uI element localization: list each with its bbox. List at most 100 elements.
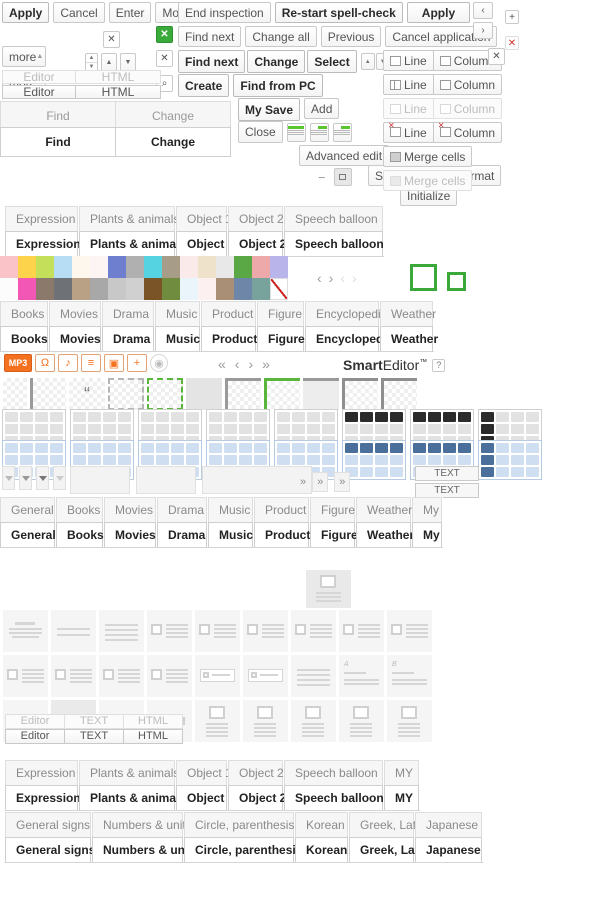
change-all-button[interactable]: Change all	[245, 26, 317, 47]
layout-thumb-text-two-line[interactable]	[51, 610, 96, 652]
next-arrow-button[interactable]: ›	[473, 22, 493, 39]
no-pattern-swatch[interactable]	[270, 278, 288, 300]
add-icon[interactable]: +	[127, 354, 147, 372]
pattern-swatch[interactable]	[36, 256, 54, 278]
tab-figure[interactable]: Figure	[310, 497, 355, 522]
tab-weather[interactable]: Weather	[356, 497, 412, 522]
cancel-button[interactable]: Cancel	[53, 2, 105, 23]
tab-html[interactable]: HTML	[75, 85, 161, 99]
tab-my[interactable]: My	[412, 497, 442, 522]
value-stepper[interactable]: ▲ ▼	[85, 53, 98, 72]
pattern-swatch[interactable]	[18, 278, 36, 300]
frame-small[interactable]	[447, 272, 466, 291]
tab-general[interactable]: General	[0, 497, 55, 522]
delete-line-button[interactable]: ✕ Line	[383, 121, 434, 143]
find-next-button-2[interactable]: Find next	[178, 50, 246, 73]
select-button[interactable]: Select	[307, 50, 357, 73]
tab-product[interactable]: Product	[254, 522, 310, 547]
tab-product[interactable]: Product	[254, 497, 309, 522]
tab-object-1[interactable]: Object 1	[176, 231, 234, 256]
tab-movies[interactable]: Movies	[49, 301, 101, 326]
more-button-up[interactable]: more ▲	[2, 46, 46, 67]
tab-expression[interactable]: Expression	[5, 206, 78, 231]
pattern-swatch[interactable]	[54, 256, 72, 278]
tab-text[interactable]: TEXT	[64, 714, 124, 729]
tab-plants-animals[interactable]: Plants & animals	[79, 231, 186, 256]
find-from-pc-button[interactable]: Find from PC	[233, 74, 323, 97]
tab-figure[interactable]: Figure	[310, 522, 358, 547]
enter-button[interactable]: Enter	[108, 2, 152, 23]
pattern-swatch[interactable]	[0, 256, 18, 278]
border-left-line[interactable]	[30, 378, 66, 410]
pattern-swatch[interactable]	[144, 278, 162, 300]
text-button-1[interactable]: TEXT	[415, 466, 479, 481]
tab-text[interactable]: TEXT	[64, 729, 124, 744]
advanced-edit-button[interactable]: Advanced edit	[299, 145, 390, 166]
close-icon-3[interactable]: ✕	[488, 48, 505, 65]
cd-icon[interactable]: ◉	[150, 354, 168, 372]
pattern-swatch[interactable]	[162, 278, 180, 300]
layout-thumb-img-tiny-text[interactable]	[147, 655, 192, 697]
help-icon[interactable]: ?	[432, 358, 446, 372]
preview-box-1[interactable]	[70, 466, 130, 494]
tab-editor[interactable]: Editor	[5, 729, 65, 744]
tab-greek-latin[interactable]: Greek, Latin	[349, 812, 425, 837]
layout-thumb-img-left-text-3[interactable]	[3, 655, 48, 697]
pattern-swatch[interactable]	[270, 256, 288, 278]
tab-japanese[interactable]: Japanese	[415, 812, 482, 837]
prev-page-arrow[interactable]: ‹	[234, 356, 240, 372]
restart-spellcheck-button[interactable]: Re-start spell-check	[274, 2, 403, 23]
dropdown-2[interactable]	[19, 466, 32, 490]
tab-speech-balloon[interactable]: Speech balloon	[284, 206, 383, 231]
table-style-dark-header-blue[interactable]	[342, 440, 406, 480]
pattern-swatch[interactable]	[252, 256, 270, 278]
layout-thumb-img-top-text[interactable]	[195, 700, 240, 742]
tab-my[interactable]: MY	[384, 760, 419, 785]
border-none[interactable]	[3, 378, 27, 410]
tab-speech-balloon[interactable]: Speech balloon	[284, 785, 384, 810]
layout-thumb-label-b-text[interactable]: B	[387, 655, 432, 697]
layout-thumb-img-wide-text[interactable]	[291, 700, 336, 742]
pattern-swatch[interactable]	[126, 278, 144, 300]
pattern-swatch[interactable]	[36, 278, 54, 300]
playlist-icon[interactable]: ≡	[81, 354, 101, 372]
layout-thumb-dash-text[interactable]	[291, 655, 336, 697]
tab-plants-animals[interactable]: Plants & animals	[79, 760, 179, 785]
layout-thumb-img-card[interactable]	[339, 700, 384, 742]
tab-numbers-units[interactable]: Numbers & units	[92, 837, 199, 862]
tab-drama[interactable]: Drama	[102, 326, 154, 351]
pattern-swatch[interactable]	[144, 256, 162, 278]
border-dashed-green[interactable]	[147, 378, 183, 410]
pattern-swatch[interactable]	[126, 256, 144, 278]
tab-find[interactable]: Find	[0, 127, 116, 157]
split-column-button[interactable]: Column	[432, 74, 503, 95]
layout-thumb-box-text-line-2[interactable]	[243, 655, 288, 697]
layout-thumb-img-left-text[interactable]	[147, 610, 192, 652]
tab-drama[interactable]: Drama	[102, 301, 154, 326]
tab-korean[interactable]: Korean	[295, 837, 348, 862]
border-corner-green[interactable]	[264, 378, 300, 410]
pattern-swatch[interactable]	[198, 256, 216, 278]
sort-up-button[interactable]: ▲	[360, 53, 375, 70]
tab-plants-animals[interactable]: Plants & animals	[79, 785, 186, 810]
align-left-button[interactable]	[286, 122, 306, 142]
tab-expression[interactable]: Expression	[5, 231, 81, 256]
tab-object-2[interactable]: Object 2	[228, 206, 284, 231]
tab-weather[interactable]: Weather	[380, 326, 438, 351]
tab-editor[interactable]: Editor	[2, 70, 76, 84]
tab-books[interactable]: Books	[0, 326, 48, 351]
tab-weather[interactable]: Weather	[356, 522, 414, 547]
layout-thumb-img-panel-text[interactable]	[291, 610, 336, 652]
tab-speech-balloon[interactable]: Speech balloon	[284, 231, 384, 256]
pattern-swatch[interactable]	[180, 278, 198, 300]
stepper-up-icon[interactable]: ▲	[88, 55, 95, 61]
table-style-outline-blue[interactable]	[70, 440, 134, 480]
close-green-icon[interactable]: ✕	[156, 26, 173, 43]
tab-music[interactable]: Music	[155, 326, 200, 351]
pattern-swatch[interactable]	[0, 278, 18, 300]
pattern-swatch[interactable]	[108, 256, 126, 278]
tab-change[interactable]: Change	[116, 127, 231, 157]
tab-my[interactable]: MY	[384, 785, 419, 810]
tab-encyclopedia[interactable]: Encyclopedia	[305, 301, 387, 326]
radio-icon[interactable]: ▣	[104, 354, 124, 372]
